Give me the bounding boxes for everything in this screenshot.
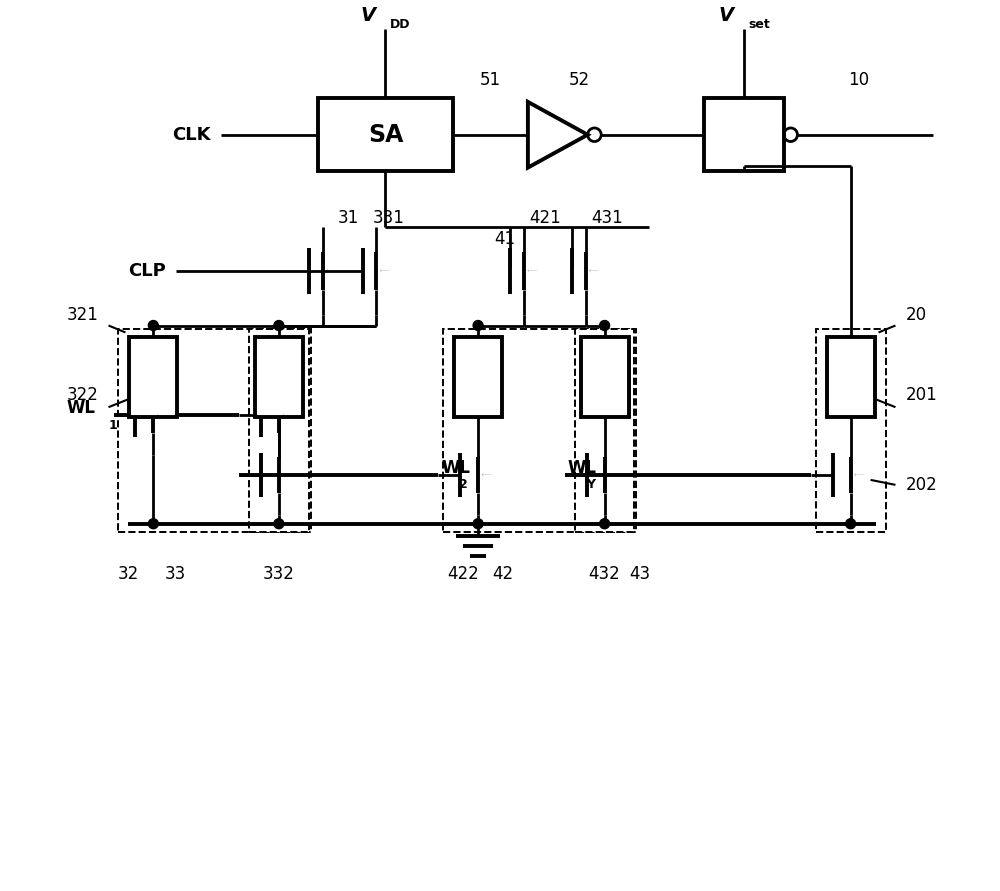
Bar <box>704 98 784 171</box>
Circle shape <box>274 519 284 528</box>
Bar <box>827 338 875 417</box>
Bar <box>581 338 629 417</box>
Bar <box>129 338 177 417</box>
Text: CLK: CLK <box>173 126 211 143</box>
Text: 42: 42 <box>492 565 514 583</box>
Circle shape <box>274 321 284 331</box>
Circle shape <box>473 519 483 528</box>
Text: V: V <box>360 5 375 25</box>
Text: 1: 1 <box>109 419 117 431</box>
Text: Y: Y <box>586 478 595 491</box>
Text: 201: 201 <box>905 386 937 405</box>
Text: 10: 10 <box>848 71 869 89</box>
Bar <box>575 330 634 532</box>
Text: WL: WL <box>568 459 597 477</box>
Circle shape <box>148 321 158 331</box>
Text: 332: 332 <box>263 565 295 583</box>
Text: 322: 322 <box>67 386 99 405</box>
Bar <box>318 98 453 171</box>
Text: 321: 321 <box>67 306 99 323</box>
Text: 2: 2 <box>459 478 468 491</box>
Text: WL: WL <box>441 459 470 477</box>
Text: set: set <box>748 18 770 30</box>
Text: 32: 32 <box>118 565 139 583</box>
Text: 431: 431 <box>592 208 623 227</box>
Text: 41: 41 <box>494 230 516 248</box>
Text: 51: 51 <box>479 71 501 89</box>
Text: 422: 422 <box>447 565 479 583</box>
Circle shape <box>600 321 610 331</box>
Bar <box>454 338 502 417</box>
Text: 52: 52 <box>569 71 590 89</box>
Bar <box>443 330 636 532</box>
Circle shape <box>148 519 158 528</box>
Text: V: V <box>719 5 734 25</box>
Text: 432: 432 <box>589 565 620 583</box>
Text: 20: 20 <box>905 306 927 323</box>
Text: 331: 331 <box>372 208 404 227</box>
Bar <box>118 330 311 532</box>
Text: 421: 421 <box>529 208 561 227</box>
Text: WL: WL <box>67 399 96 417</box>
Circle shape <box>473 321 483 331</box>
Text: CLP: CLP <box>129 262 166 280</box>
Bar <box>816 330 886 532</box>
Text: SA: SA <box>368 123 403 147</box>
Text: 43: 43 <box>629 565 650 583</box>
Text: DD: DD <box>389 18 410 30</box>
Bar <box>255 338 303 417</box>
Text: 33: 33 <box>165 565 186 583</box>
Text: 31: 31 <box>338 208 359 227</box>
Circle shape <box>846 519 856 528</box>
Bar <box>249 330 309 532</box>
Circle shape <box>600 519 610 528</box>
Text: 202: 202 <box>905 476 937 494</box>
